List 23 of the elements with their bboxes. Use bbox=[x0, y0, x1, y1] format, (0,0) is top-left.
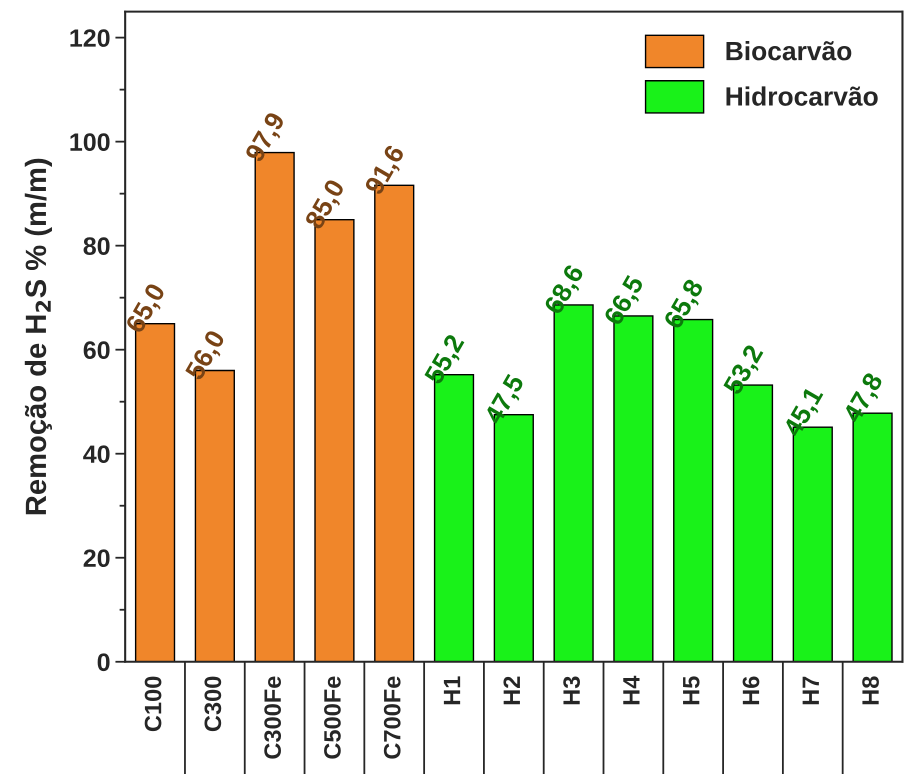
y-tick-label: 60 bbox=[84, 341, 110, 359]
legend-label: Hidrocarvão bbox=[726, 86, 878, 106]
x-tick-label: H6 bbox=[742, 676, 760, 704]
x-tick-label: C300 bbox=[204, 676, 222, 732]
x-tick-label: H3 bbox=[563, 676, 580, 704]
x-tick-label: C300Fe bbox=[264, 676, 282, 759]
x-tick-label: C500Fe bbox=[324, 676, 341, 759]
y-tick-label: 40 bbox=[83, 445, 110, 464]
y-tick-label: 20 bbox=[84, 549, 110, 568]
x-tick-label: H5 bbox=[683, 676, 700, 704]
y-tick-label: 100 bbox=[70, 133, 110, 151]
y-tick-label: 120 bbox=[70, 29, 110, 47]
legend-label: Biocarvão bbox=[726, 41, 852, 60]
y-axis-title: Remoção de H$_{2}$S % (m/m) bbox=[24, 158, 52, 514]
x-tick-label: H7 bbox=[802, 676, 819, 704]
x-tick-label: C700Fe bbox=[384, 676, 401, 759]
x-tick-label: H4 bbox=[623, 676, 640, 704]
x-tick-label: H1 bbox=[444, 676, 460, 704]
x-tick-label: H2 bbox=[503, 676, 520, 704]
y-tick-label: 0 bbox=[98, 653, 110, 672]
x-tick-label: C100 bbox=[144, 676, 162, 732]
x-tick-label: H8 bbox=[862, 676, 879, 704]
y-tick-label: 80 bbox=[84, 237, 110, 255]
